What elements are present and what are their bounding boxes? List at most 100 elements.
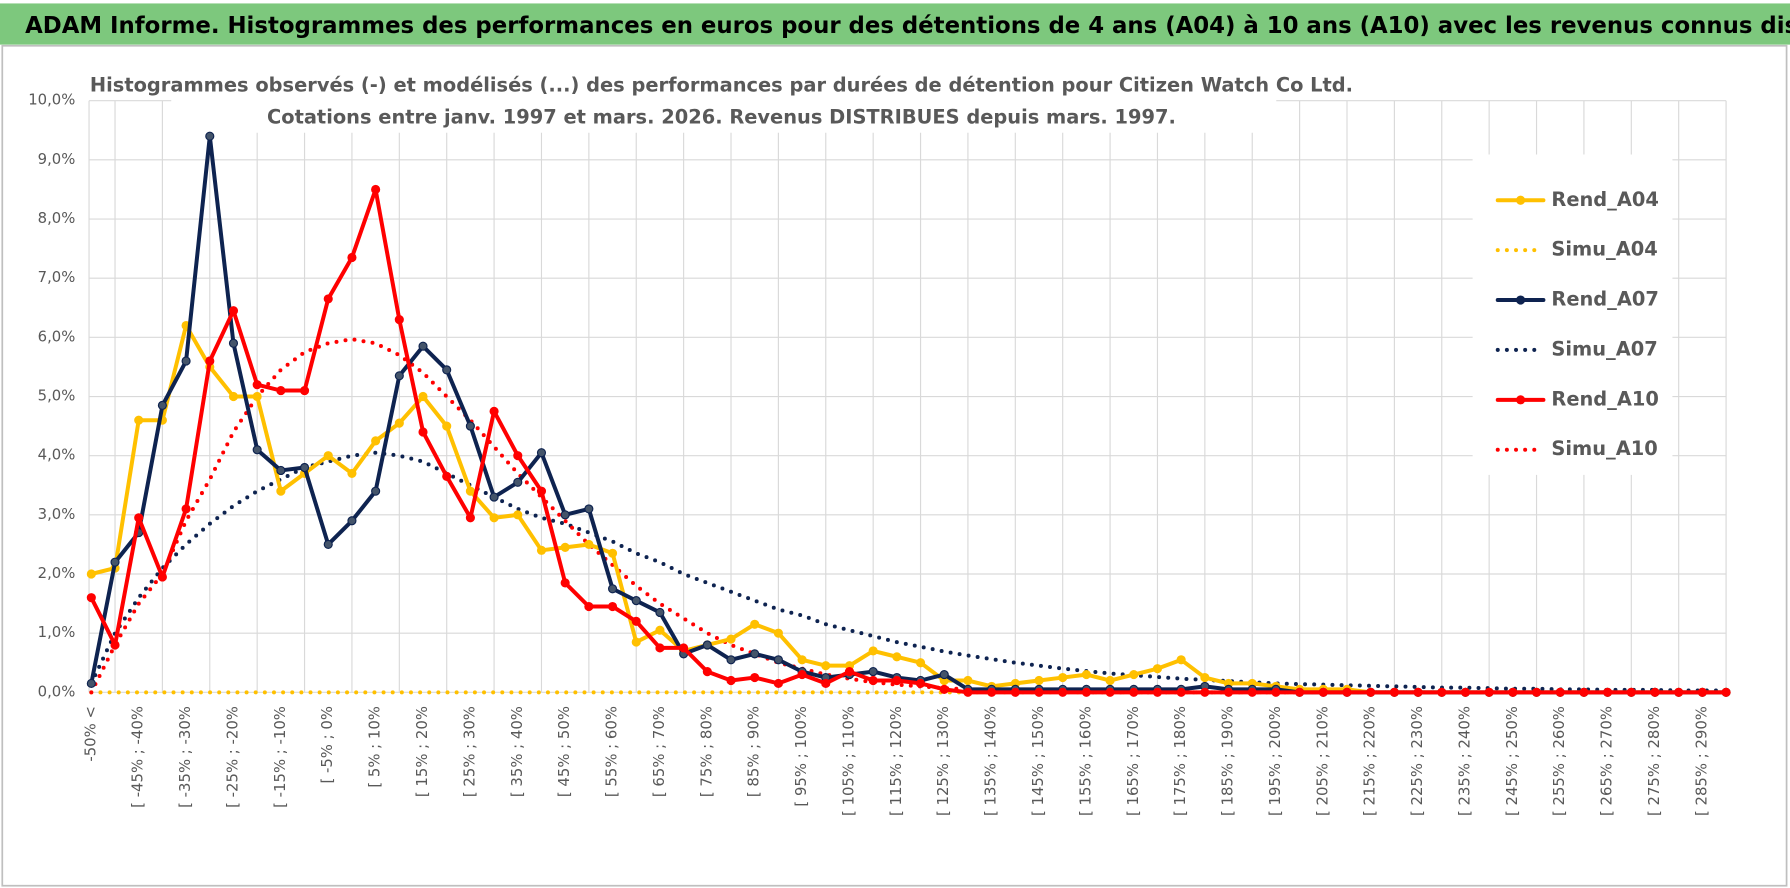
series-marker [773,628,783,638]
y-tick-label: 10,0% [28,91,75,109]
series-marker [489,406,499,416]
series-marker [299,462,310,473]
series-marker [655,625,665,635]
series-marker [584,504,594,514]
series-marker [1318,687,1328,697]
y-tick-label: 2,0% [38,564,76,582]
x-tick-label: [ 245% ; 250% [1503,706,1521,816]
plot [86,131,1731,697]
series-marker [157,572,167,582]
series-marker [1176,687,1186,697]
legend-label: Rend_A04 [1551,188,1659,211]
series-marker [702,667,712,677]
series-marker [726,655,736,665]
series-marker [1531,687,1542,697]
series-marker [442,365,452,375]
series-marker [1058,672,1068,683]
x-tick-label: [ 45% ; 50% [555,706,573,797]
series-marker [560,578,570,588]
chart-title: Histogrammes observés (-) et modélisés (… [90,74,1353,97]
x-tick-label: [ -5% ; 0% [318,706,336,783]
series-marker [963,675,973,686]
series-marker [1579,687,1589,697]
x-tick-label: [ 265% ; 270% [1598,706,1616,816]
x-tick-label: [ 155% ; 160% [1076,706,1094,816]
series-marker [1129,687,1139,697]
series-marker [442,471,452,481]
series-marker [371,486,381,496]
series-marker [1034,675,1044,686]
series-marker [418,427,428,437]
x-tick-label: [ 95% ; 100% [792,706,810,807]
series-marker [1342,687,1352,697]
series-marker [560,510,570,520]
legend-label: Simu_A04 [1551,238,1657,261]
series-marker [1674,687,1684,697]
series-marker [513,451,523,461]
series-marker [963,687,973,697]
series-marker [299,386,310,396]
x-tick-label: [ 225% ; 230% [1408,706,1426,816]
series-marker [1697,687,1707,697]
x-tick-label: [ 55% ; 60% [603,706,621,797]
legend-marker [1516,295,1526,305]
series-marker [607,601,618,612]
series-marker [442,421,452,431]
series-marker [1200,672,1210,683]
legend-marker [1516,195,1526,205]
series-marker [773,678,783,689]
series-marker [1058,687,1068,697]
x-tick-label: [ 135% ; 140% [982,706,1000,816]
series-marker [1129,669,1139,680]
series-marker [323,451,333,461]
series-marker [773,655,783,665]
x-tick-label: [ 65% ; 70% [650,706,668,797]
series-marker [915,678,926,689]
series-marker [797,669,807,680]
series-marker [1650,687,1660,697]
series-line [89,337,1729,695]
series-marker [134,415,144,425]
x-tick-label: [ 5% ; 10% [366,706,384,788]
legend-label: Rend_A07 [1551,288,1659,311]
series-line [89,187,1729,695]
x-tick-label: [ 25% ; 30% [460,706,478,797]
x-tick-label: [ 115% ; 120% [887,706,905,816]
x-tick-label: [ 185% ; 190% [1219,706,1237,816]
header-title: ADAM Informe. Histogrammes des performan… [25,13,1790,39]
series-marker [631,596,641,606]
series-marker [323,294,333,304]
series-marker [750,672,760,683]
series-marker [560,542,570,552]
series-marker [465,513,475,523]
series-marker [1626,687,1636,697]
series-marker [868,667,878,677]
legend: Rend_A04 Simu_A04 Rend_A07 Simu_A07 Rend_A10… [1495,188,1659,460]
series-marker [465,421,475,431]
x-tick-label: [ 145% ; 150% [1029,706,1047,816]
series-marker [1271,687,1281,697]
x-tick-label: [ 285% ; 290% [1692,706,1710,816]
series-marker [394,418,404,428]
series-marker [536,545,547,555]
series-marker [134,513,144,523]
series-marker [702,640,712,650]
series-marker [1081,687,1091,697]
series-marker [1460,687,1471,697]
series-marker [1081,669,1091,680]
series-marker [1105,675,1115,686]
series-marker [892,675,902,686]
series-marker [939,684,949,694]
series-marker [726,675,736,686]
series-marker [252,380,262,390]
series-marker [1555,687,1565,697]
series-marker [868,646,878,656]
title-background [171,66,1277,133]
x-tick-label: [ 85% ; 90% [745,706,763,797]
series-marker [205,131,215,141]
series-marker [276,465,286,476]
x-tick-label: [ 205% ; 210% [1313,706,1331,816]
series-marker [1200,687,1210,697]
y-tick-label: 1,0% [38,623,76,641]
